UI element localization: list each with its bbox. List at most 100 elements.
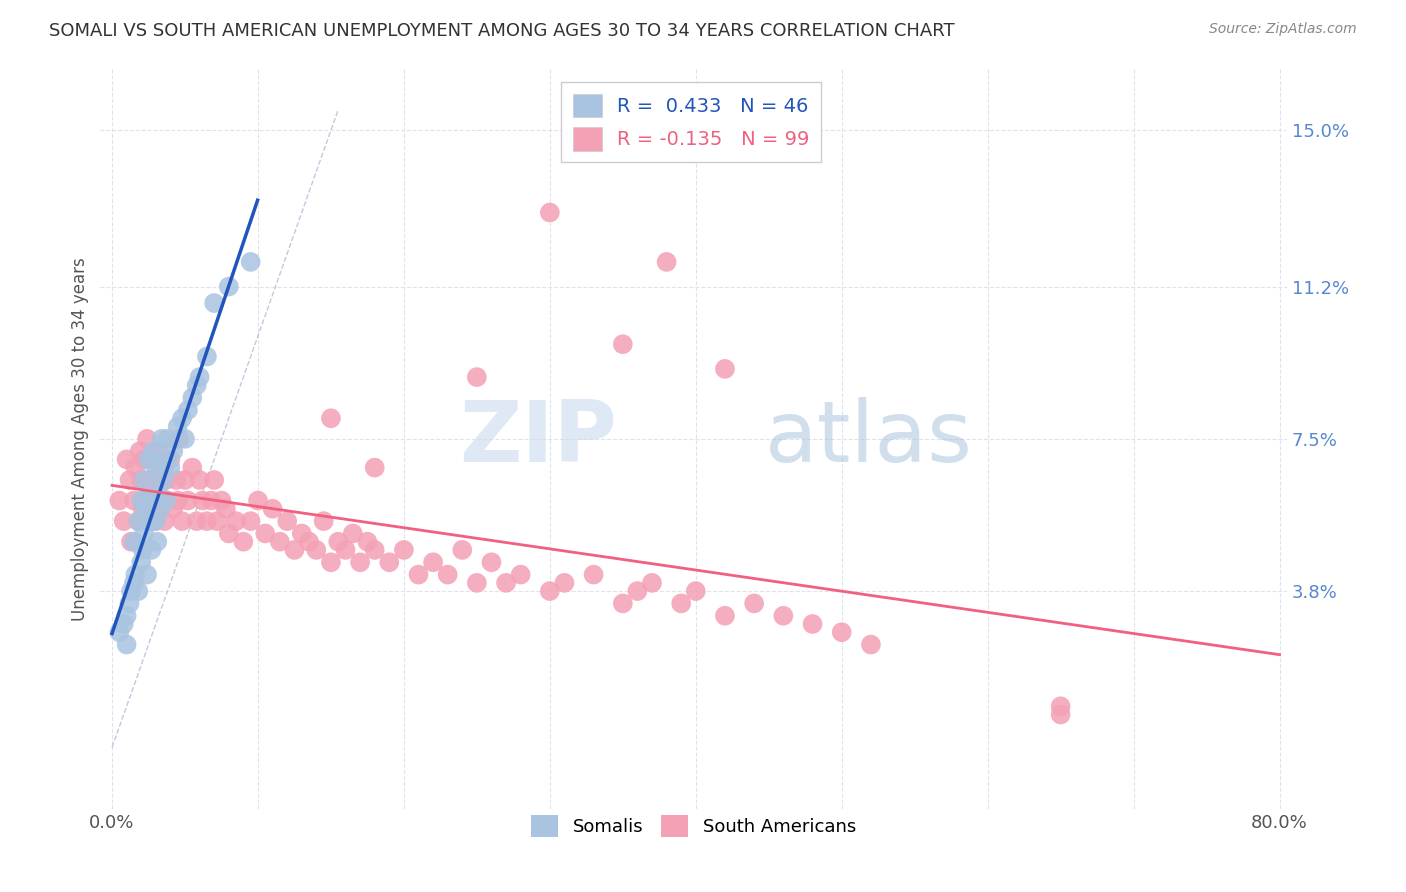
Point <box>714 608 737 623</box>
Point <box>156 432 179 446</box>
Point <box>145 514 167 528</box>
Point <box>115 608 138 623</box>
Point <box>108 493 131 508</box>
Point <box>364 543 387 558</box>
Point <box>200 493 222 508</box>
Point <box>202 473 225 487</box>
Point <box>138 452 160 467</box>
Point <box>349 555 371 569</box>
Point <box>122 575 145 590</box>
Point <box>291 526 314 541</box>
Point <box>127 514 149 528</box>
Point <box>328 534 350 549</box>
Point <box>150 432 173 446</box>
Point <box>118 473 141 487</box>
Point <box>305 543 328 558</box>
Point <box>465 370 488 384</box>
Point <box>139 473 162 487</box>
Legend: Somalis, South Americans: Somalis, South Americans <box>524 808 863 845</box>
Point <box>215 501 238 516</box>
Point <box>422 555 444 569</box>
Point <box>148 444 170 458</box>
Point <box>162 444 184 458</box>
Point <box>167 432 190 446</box>
Point <box>143 514 166 528</box>
Point <box>124 567 146 582</box>
Point <box>129 473 152 487</box>
Point <box>148 485 170 500</box>
Text: ZIP: ZIP <box>458 397 616 480</box>
Text: SOMALI VS SOUTH AMERICAN UNEMPLOYMENT AMONG AGES 30 TO 34 YEARS CORRELATION CHAR: SOMALI VS SOUTH AMERICAN UNEMPLOYMENT AM… <box>49 22 955 40</box>
Point <box>139 514 162 528</box>
Point <box>128 444 150 458</box>
Point <box>669 596 692 610</box>
Point <box>859 638 882 652</box>
Point <box>149 493 172 508</box>
Point <box>232 534 254 549</box>
Point <box>392 543 415 558</box>
Point <box>218 279 240 293</box>
Point <box>122 534 145 549</box>
Point <box>188 370 211 384</box>
Point <box>112 617 135 632</box>
Point <box>159 452 181 467</box>
Point <box>582 567 605 582</box>
Point <box>246 493 269 508</box>
Point <box>188 473 211 487</box>
Point <box>166 493 188 508</box>
Point <box>134 473 156 487</box>
Point <box>312 514 335 528</box>
Point <box>122 493 145 508</box>
Point <box>129 555 152 569</box>
Point <box>276 514 298 528</box>
Point <box>156 493 179 508</box>
Point <box>538 205 561 219</box>
Point <box>538 584 561 599</box>
Point <box>177 493 200 508</box>
Y-axis label: Unemployment Among Ages 30 to 34 years: Unemployment Among Ages 30 to 34 years <box>72 257 89 621</box>
Point <box>146 501 169 516</box>
Point <box>714 362 737 376</box>
Point <box>127 514 149 528</box>
Point <box>186 378 208 392</box>
Point <box>801 617 824 632</box>
Point <box>153 514 176 528</box>
Point <box>685 584 707 599</box>
Point <box>655 255 678 269</box>
Point <box>335 543 357 558</box>
Point <box>509 567 531 582</box>
Point <box>626 584 648 599</box>
Point <box>612 596 634 610</box>
Point <box>195 350 218 364</box>
Point <box>170 411 193 425</box>
Point <box>118 596 141 610</box>
Point <box>451 543 474 558</box>
Point <box>481 555 503 569</box>
Point <box>149 501 172 516</box>
Point <box>135 501 157 516</box>
Point <box>165 473 187 487</box>
Point <box>356 534 378 549</box>
Point <box>120 584 142 599</box>
Point <box>166 419 188 434</box>
Point <box>495 575 517 590</box>
Point <box>170 514 193 528</box>
Point <box>239 255 262 269</box>
Point <box>465 575 488 590</box>
Point <box>145 473 167 487</box>
Point <box>218 526 240 541</box>
Point <box>553 575 575 590</box>
Point <box>131 501 153 516</box>
Point <box>138 493 160 508</box>
Text: atlas: atlas <box>765 397 973 480</box>
Point <box>319 411 342 425</box>
Point <box>146 534 169 549</box>
Point <box>195 514 218 528</box>
Point <box>181 460 204 475</box>
Point <box>129 493 152 508</box>
Point <box>124 460 146 475</box>
Point <box>269 534 291 549</box>
Text: Source: ZipAtlas.com: Source: ZipAtlas.com <box>1209 22 1357 37</box>
Point <box>205 514 228 528</box>
Point <box>142 493 165 508</box>
